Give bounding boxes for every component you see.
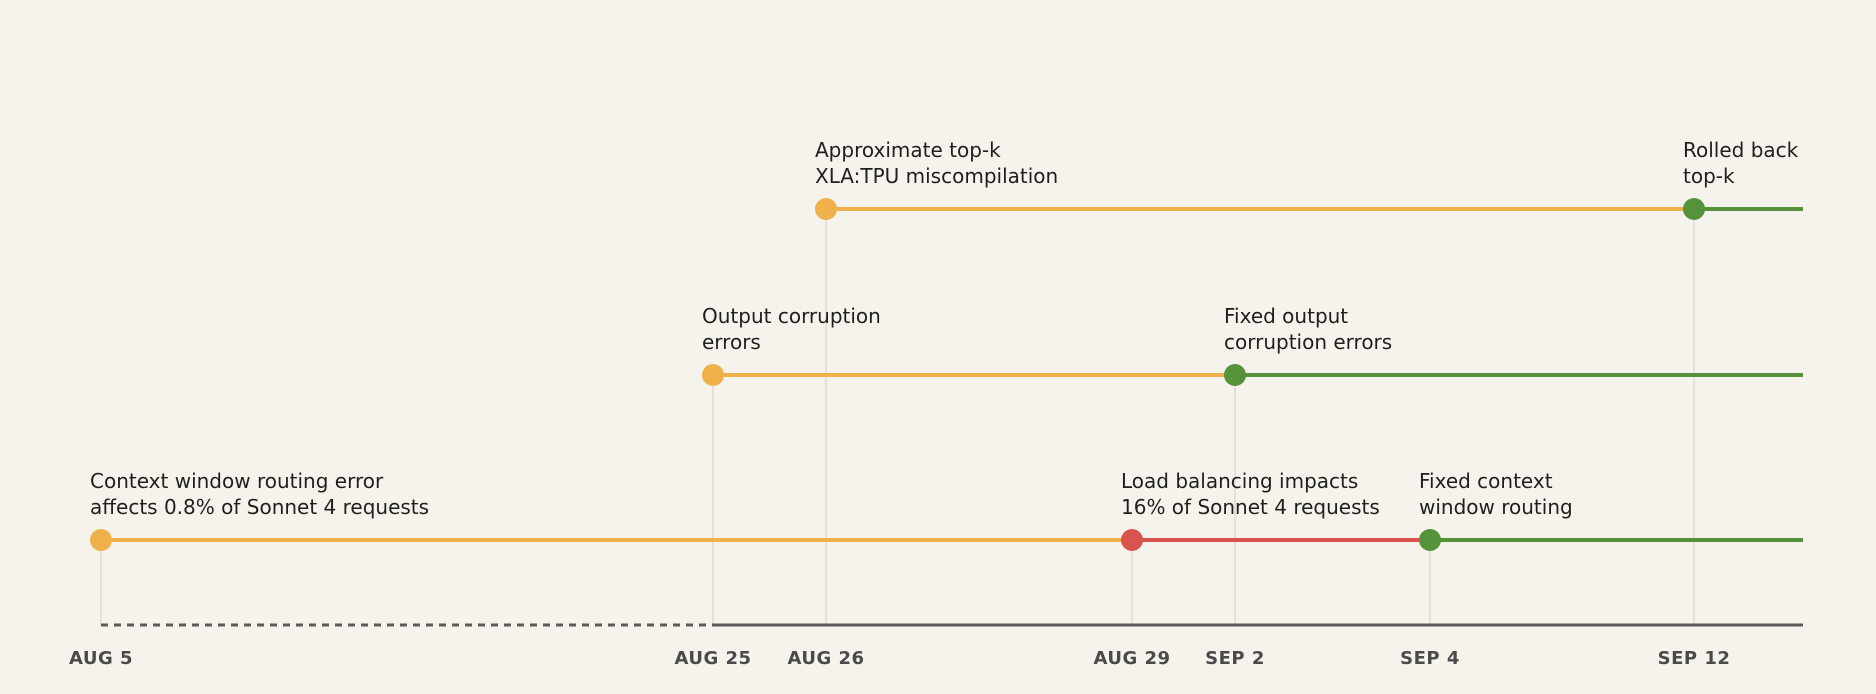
date-label-aug29: AUG 29 bbox=[1093, 648, 1170, 669]
track-approximate-top-k: Approximate top-k XLA:TPU miscompilation R… bbox=[815, 138, 1803, 220]
event-dot-degraded bbox=[815, 198, 837, 220]
event-label: Output corruption errors bbox=[702, 304, 881, 354]
date-guide-lines bbox=[100, 209, 1695, 625]
date-label-aug25: AUG 25 bbox=[674, 648, 751, 669]
date-label-sep12: SEP 12 bbox=[1658, 648, 1731, 669]
date-label-sep4: SEP 4 bbox=[1400, 648, 1460, 669]
event-label: Fixed output corruption errors bbox=[1224, 304, 1392, 354]
date-label-sep2: SEP 2 bbox=[1205, 648, 1265, 669]
event-dot-fixed bbox=[1683, 198, 1705, 220]
track-context-window-routing: Context window routing error affects 0.8%… bbox=[90, 469, 1803, 551]
event-dot-fixed bbox=[1419, 529, 1441, 551]
event-dot-severe bbox=[1121, 529, 1143, 551]
date-axis: AUG 5 AUG 25 AUG 26 AUG 29 SEP 2 SEP 4 SEP 12 bbox=[69, 623, 1803, 669]
event-label: Load balancing impacts 16% of Sonnet 4 re… bbox=[1121, 469, 1380, 519]
event-dot-fixed bbox=[1224, 364, 1246, 386]
event-label: Rolled back top-k bbox=[1683, 138, 1799, 188]
incident-tracks: Approximate top-k XLA:TPU miscompilation R… bbox=[90, 138, 1803, 551]
date-label-aug5: AUG 5 bbox=[69, 648, 133, 669]
date-label-aug26: AUG 26 bbox=[787, 648, 864, 669]
event-dot-degraded bbox=[702, 364, 724, 386]
event-label: Context window routing error affects 0.8%… bbox=[90, 469, 429, 519]
track-output-corruption: Output corruption errors Fixed output corru… bbox=[702, 304, 1803, 386]
event-label: Approximate top-k XLA:TPU miscompilation bbox=[815, 138, 1058, 188]
event-label: Fixed context window routing bbox=[1419, 469, 1573, 519]
event-dot-degraded bbox=[90, 529, 112, 551]
